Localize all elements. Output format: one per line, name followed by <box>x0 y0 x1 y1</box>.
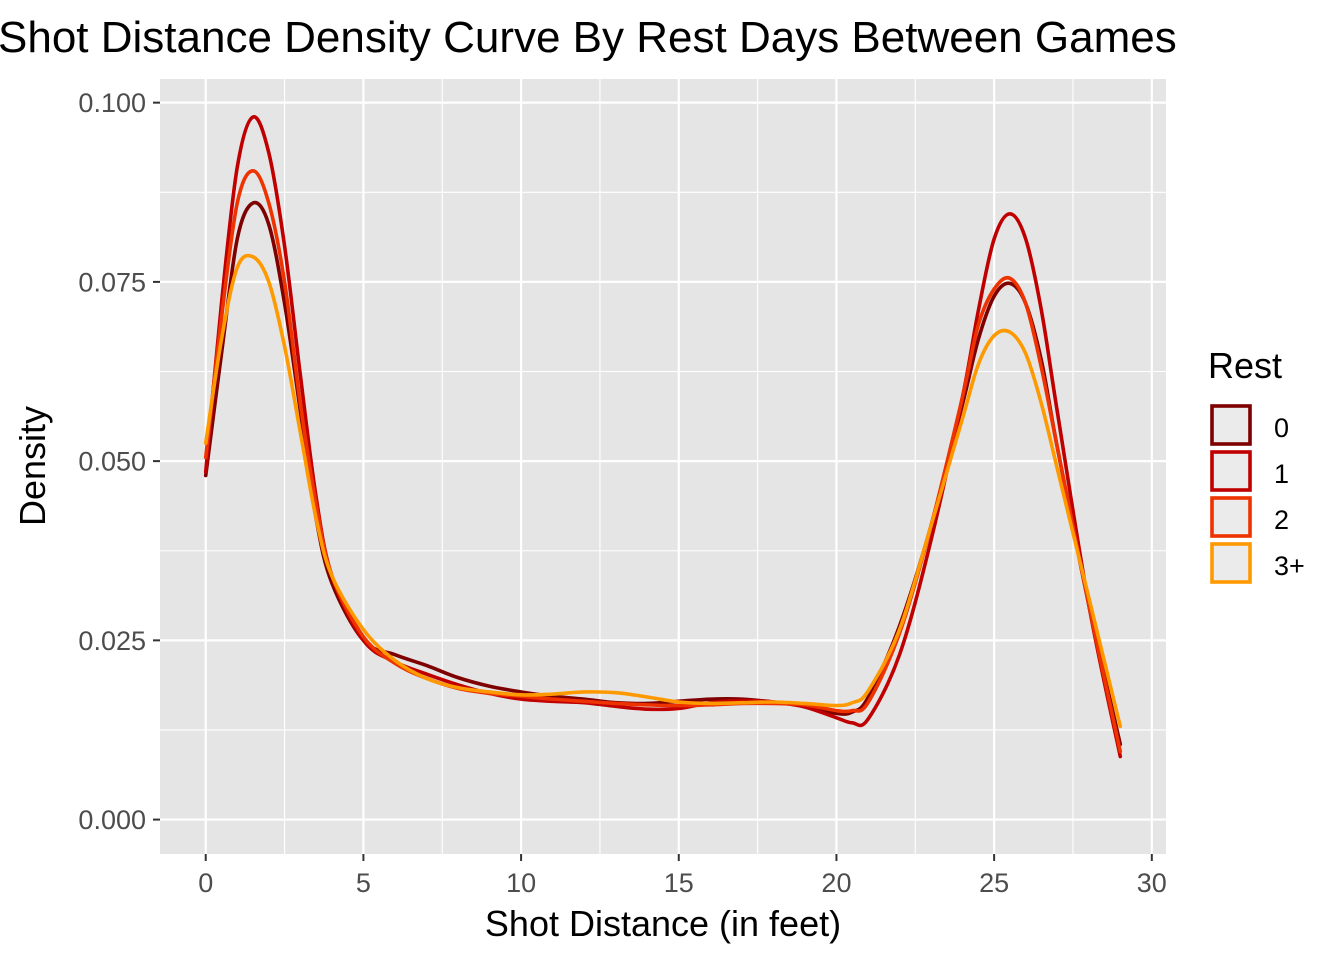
x-tick-label: 10 <box>506 868 536 898</box>
density-line-rest-2 <box>203 168 1123 754</box>
density-line-rest-1 <box>203 115 1123 759</box>
y-axis-title: Density <box>12 406 53 526</box>
minor-grid <box>160 79 1166 854</box>
x-tick-label: 0 <box>198 868 213 898</box>
y-tick-label: 0.025 <box>78 626 146 656</box>
chart-title: Shot Distance Density Curve By Rest Days… <box>0 13 1177 62</box>
x-axis: 0 5 10 15 20 25 30 <box>198 854 1167 898</box>
x-axis-title: Shot Distance (in feet) <box>485 903 841 944</box>
x-tick-label: 30 <box>1137 868 1167 898</box>
x-tick-label: 5 <box>356 868 371 898</box>
y-tick-label: 0.075 <box>78 267 146 297</box>
plot-panel <box>160 79 1166 854</box>
legend-label-rest-0: 0 <box>1274 413 1289 443</box>
legend-key-rest-0 <box>1210 404 1252 446</box>
x-tick-label: 25 <box>979 868 1009 898</box>
y-tick-label: 0.100 <box>78 88 146 118</box>
y-tick-label: 0.050 <box>78 447 146 477</box>
x-tick-label: 15 <box>664 868 694 898</box>
legend-key-rest-1 <box>1210 450 1252 492</box>
legend: Rest 0 1 2 3+ <box>1208 345 1305 584</box>
y-axis: 0.000 0.025 0.050 0.075 0.100 <box>78 88 160 835</box>
density-line-rest-3+ <box>203 253 1123 729</box>
legend-key-rest-3+ <box>1210 542 1252 584</box>
legend-label-rest-2: 2 <box>1274 505 1289 535</box>
density-curves <box>203 115 1123 759</box>
legend-title: Rest <box>1208 345 1282 386</box>
legend-label-rest-1: 1 <box>1274 459 1289 489</box>
legend-key-rest-2 <box>1210 496 1252 538</box>
x-tick-label: 20 <box>821 868 851 898</box>
legend-label-rest-3+: 3+ <box>1274 551 1305 581</box>
y-tick-label: 0.000 <box>78 805 146 835</box>
